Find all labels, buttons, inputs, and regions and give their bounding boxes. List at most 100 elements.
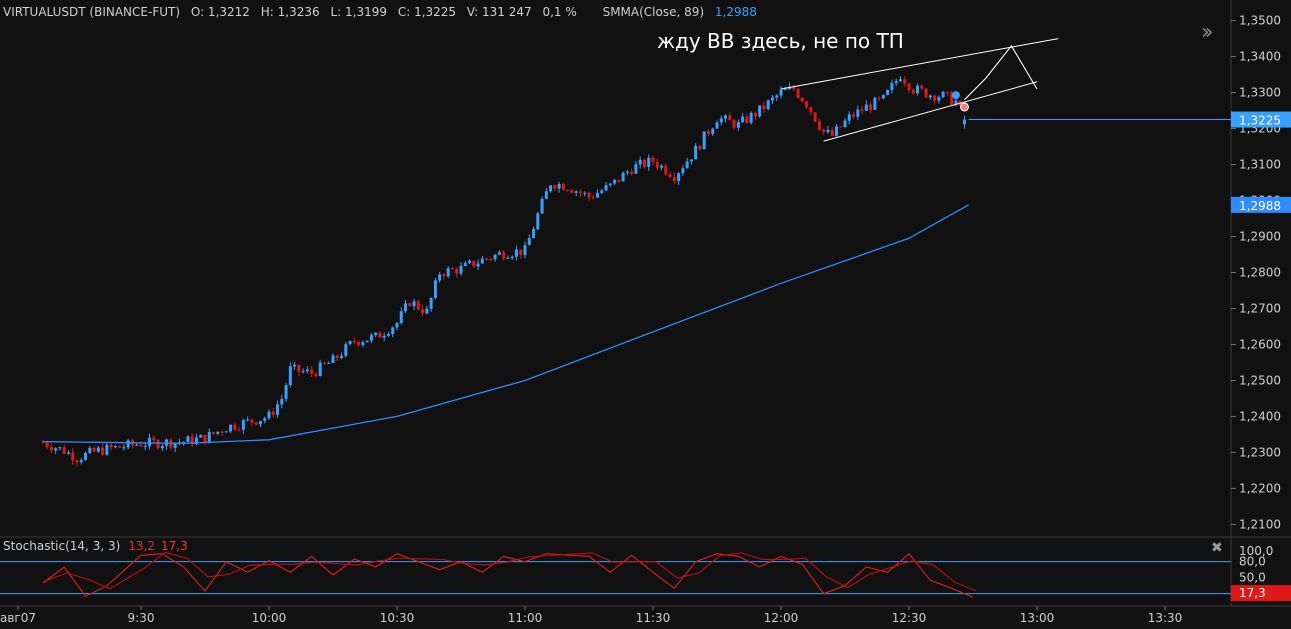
candle-body[interactable] [254,422,258,425]
candle-body[interactable] [135,444,139,446]
candle-body[interactable] [485,258,489,260]
candle-body[interactable] [79,459,83,463]
candle-body[interactable] [903,79,907,84]
candle-body[interactable] [126,440,130,448]
candle-body[interactable] [630,171,634,174]
candle-body[interactable] [660,165,664,168]
candle-body[interactable] [493,254,497,260]
candle-body[interactable] [813,112,817,122]
candle-body[interactable] [84,452,88,460]
candle-body[interactable] [634,164,638,174]
candle-body[interactable] [412,301,416,307]
candle-body[interactable] [523,245,527,256]
candle-body[interactable] [869,104,873,110]
candle-body[interactable] [139,444,143,447]
candle-body[interactable] [937,97,941,101]
candle-body[interactable] [41,442,45,444]
candle-body[interactable] [532,229,536,239]
candle-body[interactable] [301,371,305,373]
candle-body[interactable] [864,104,868,111]
candle-body[interactable] [62,447,66,454]
candle-body[interactable] [860,109,864,111]
candle-body[interactable] [817,121,821,130]
candle-body[interactable] [386,334,390,336]
candle-body[interactable] [416,301,420,310]
candle-body[interactable] [753,112,757,117]
candle-body[interactable] [365,340,369,343]
candle-body[interactable] [463,262,467,266]
candle-body[interactable] [229,424,233,432]
candle-body[interactable] [852,114,856,117]
candle-body[interactable] [651,157,655,162]
candle-body[interactable] [71,452,75,461]
candle-body[interactable] [216,431,220,434]
candle-body[interactable] [502,252,506,259]
candle-body[interactable] [88,447,92,453]
candle-body[interactable] [241,420,245,430]
candle-body[interactable] [199,434,203,438]
candle-body[interactable] [809,107,813,113]
channel-trendline[interactable] [823,81,1038,142]
candle-body[interactable] [148,437,152,446]
candle-body[interactable] [425,308,429,314]
candle-body[interactable] [263,418,267,421]
candle-body[interactable] [583,192,587,194]
symbol-label[interactable]: VIRTUALUSDT (BINANCE-FUT) [3,5,181,19]
candle-body[interactable] [702,131,706,150]
candle-body[interactable] [724,115,728,119]
candle-body[interactable] [395,322,399,328]
candle-body[interactable] [118,445,122,448]
candle-body[interactable] [933,95,937,101]
candle-body[interactable] [476,263,480,267]
candle-body[interactable] [160,445,164,449]
candle-body[interactable] [267,411,271,419]
candle-body[interactable] [638,159,642,165]
stochastic-d-line[interactable] [45,551,977,592]
chart-annotation[interactable]: жду ВВ здесь, не по ТП [657,29,904,53]
candle-body[interactable] [540,198,544,214]
candle-body[interactable] [408,303,412,307]
candle-body[interactable] [49,446,53,451]
candle-body[interactable] [544,191,548,199]
candle-body[interactable] [310,369,314,374]
candle-body[interactable] [886,90,890,95]
candle-body[interactable] [276,404,280,415]
candle-body[interactable] [762,105,766,110]
candle-body[interactable] [608,183,612,186]
candle-body[interactable] [625,171,629,173]
candle-body[interactable] [489,258,493,260]
candle-body[interactable] [446,268,450,277]
candle-body[interactable] [352,341,356,343]
candle-body[interactable] [143,445,147,447]
candle-body[interactable] [677,173,681,182]
candle-body[interactable] [591,197,595,199]
candle-body[interactable] [941,91,945,98]
candle-body[interactable] [194,437,198,445]
stochastic-k-line[interactable] [42,552,974,598]
candle-body[interactable] [101,447,105,455]
stochastic-label[interactable]: Stochastic(14, 3, 3) [3,539,121,553]
candle-body[interactable] [233,424,237,430]
candle-body[interactable] [672,177,676,182]
candle-body[interactable] [237,429,241,431]
candle-body[interactable] [305,369,309,372]
candle-body[interactable] [621,172,625,182]
candle-body[interactable] [271,411,275,415]
double-chevron-right-icon[interactable]: ›› [1201,20,1213,45]
candle-body[interactable] [190,436,194,445]
candle-body[interactable] [890,83,894,91]
candle-body[interactable] [250,419,254,423]
candle-body[interactable] [796,89,800,98]
candle-body[interactable] [924,88,928,98]
candle-body[interactable] [911,89,915,94]
candle-body[interactable] [58,447,62,449]
candle-body[interactable] [318,362,322,376]
candle-body[interactable] [506,258,510,260]
candle-body[interactable] [741,116,745,122]
candle-body[interactable] [438,274,442,281]
candle-body[interactable] [344,344,348,356]
candle-body[interactable] [578,191,582,194]
candle-body[interactable] [847,114,851,121]
candle-body[interactable] [561,183,565,190]
candle-body[interactable] [553,185,557,189]
